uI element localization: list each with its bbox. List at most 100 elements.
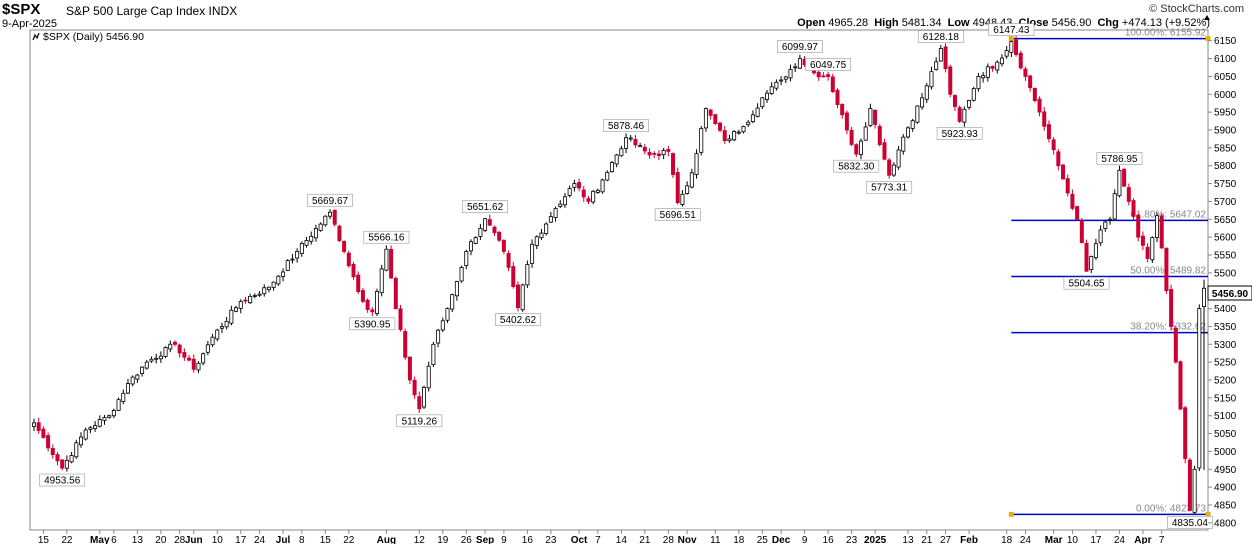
candle <box>140 366 145 377</box>
candle-body <box>201 353 206 364</box>
candle-body <box>760 97 765 108</box>
candle-body <box>370 309 375 313</box>
candle-body <box>191 358 196 370</box>
candle <box>1051 136 1056 155</box>
price-annotation: 5566.16 <box>363 230 410 244</box>
candle-body <box>36 422 41 431</box>
candle <box>727 134 732 143</box>
candle-body <box>694 153 699 175</box>
candle-body <box>929 71 934 88</box>
annotation-label: 5696.51 <box>660 210 697 221</box>
candle-body <box>64 459 69 469</box>
candle-body <box>285 260 290 271</box>
candle-body <box>379 268 384 294</box>
candle <box>1014 35 1019 57</box>
price-annotation: 5923.93 <box>936 127 983 140</box>
candle-body <box>323 215 328 226</box>
candle <box>346 250 351 268</box>
candle <box>431 341 436 367</box>
price-annotation: 6049.75 <box>805 58 851 71</box>
candle-body <box>1112 193 1117 220</box>
candle-body <box>436 329 441 344</box>
candle-body <box>943 46 948 70</box>
fib-anchor-marker <box>1205 511 1211 517</box>
candle-body <box>135 374 140 380</box>
candle-body <box>149 358 154 362</box>
candle-body <box>1136 214 1141 238</box>
candle <box>995 60 1000 74</box>
candle <box>915 105 920 124</box>
candle-body <box>863 126 868 141</box>
candle <box>1089 255 1094 274</box>
y-tick-label: 5350 <box>1214 322 1237 333</box>
price-annotation: 5119.26 <box>396 414 443 427</box>
candle <box>69 451 74 464</box>
candle <box>440 317 445 333</box>
candle <box>699 125 704 156</box>
candle-body <box>116 399 121 411</box>
candle-body <box>1192 468 1197 513</box>
candle <box>976 72 981 92</box>
y-axis: 4800 4850 4900 4950 5000 5050 5100 5150 5200 5250… <box>1208 36 1237 529</box>
candle <box>769 82 774 95</box>
x-tick-label: Apr <box>1134 535 1151 544</box>
candle-body <box>1103 221 1108 229</box>
candle <box>1098 225 1103 246</box>
candle <box>257 290 262 297</box>
candle <box>328 209 333 220</box>
candle-body <box>628 137 633 140</box>
candle-body <box>938 48 943 62</box>
x-tick-label: 24 <box>254 535 266 544</box>
candle <box>703 107 708 132</box>
x-tick-label: 11 <box>710 535 721 544</box>
candle-body <box>882 142 887 160</box>
x-tick-label: 17 <box>235 535 247 544</box>
candle-body <box>732 131 737 141</box>
candle-body <box>642 146 647 152</box>
price-annotation: 5669.67 <box>307 193 353 207</box>
candle-body <box>144 361 149 369</box>
annotation-label: 4953.56 <box>44 476 81 487</box>
candle <box>276 275 281 286</box>
candle <box>158 351 163 363</box>
candle <box>196 361 201 374</box>
candle <box>93 421 98 432</box>
candle <box>210 333 215 348</box>
candle <box>779 76 784 86</box>
candle-body <box>638 145 643 148</box>
candle <box>675 167 680 205</box>
candle-body <box>262 287 267 295</box>
annotation-box <box>936 127 983 140</box>
candle-body <box>905 127 910 138</box>
candle <box>1173 325 1178 364</box>
annotation-box <box>39 473 86 487</box>
candle-body <box>74 442 79 458</box>
y-tick-label: 5400 <box>1214 304 1237 315</box>
candle-body <box>1070 193 1075 209</box>
price-annotations: 4953.56 5669.67 5390.95 5566.16 5119.26 5651.… <box>39 23 1213 529</box>
candle <box>187 354 192 362</box>
candle-body <box>1009 41 1014 53</box>
candle <box>548 211 553 223</box>
candle-body <box>840 104 845 116</box>
candle-body <box>1061 164 1066 180</box>
candle <box>271 281 276 291</box>
candle <box>826 71 831 81</box>
candle <box>713 113 718 126</box>
candle-body <box>783 76 788 80</box>
annotation-label: 5669.67 <box>312 196 349 207</box>
candle <box>863 122 868 141</box>
x-tick-label: 13 <box>902 535 914 544</box>
x-tick-label: 23 <box>846 535 858 544</box>
x-tick-label: 7 <box>1159 535 1165 544</box>
x-tick-label: 25 <box>757 535 769 544</box>
candle <box>389 245 394 279</box>
candle <box>1178 360 1183 411</box>
candle <box>1192 465 1197 515</box>
candle <box>1065 174 1070 197</box>
candle-body <box>69 455 74 463</box>
candle-body <box>1075 206 1080 220</box>
candle-body <box>553 208 558 218</box>
candle-body <box>887 159 892 176</box>
